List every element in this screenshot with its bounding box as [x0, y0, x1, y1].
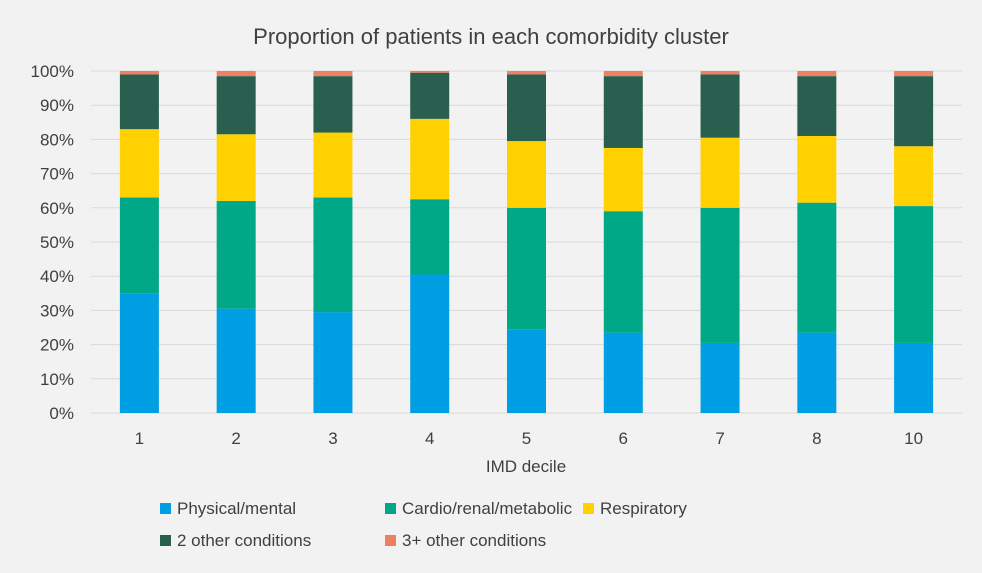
bar-segment	[700, 342, 740, 413]
bar-segment	[700, 71, 740, 75]
bar-segment	[410, 199, 450, 275]
bar-segment	[313, 71, 353, 77]
y-tick-label: 50%	[40, 233, 74, 252]
bar-segment	[313, 76, 353, 133]
legend-label: Cardio/renal/metabolic	[402, 499, 573, 518]
bar-segment	[894, 342, 934, 413]
bar-segment	[507, 74, 546, 142]
bar-segment	[410, 118, 450, 200]
legend-label: Respiratory	[600, 499, 687, 518]
bar-segment	[603, 211, 643, 333]
bar-segment	[119, 197, 159, 294]
bar-segment	[700, 137, 740, 208]
bar-segment	[894, 76, 934, 147]
x-tick-label: 4	[425, 429, 434, 448]
y-tick-label: 0%	[49, 404, 74, 423]
bar-segment	[603, 332, 643, 413]
bar-segment	[119, 74, 159, 130]
bar-segment	[797, 76, 837, 136]
bar-segment	[216, 76, 256, 135]
y-tick-label: 30%	[40, 301, 74, 320]
bar-segment	[507, 141, 546, 208]
bar-segment	[894, 206, 934, 343]
x-tick-label: 10	[904, 429, 923, 448]
bar-segment	[894, 146, 934, 207]
bar-segment	[216, 308, 256, 413]
bar-segment	[313, 312, 353, 413]
bar-segment	[797, 332, 837, 413]
x-tick-label: 1	[135, 429, 144, 448]
bar-segment	[700, 74, 740, 138]
bar-segment	[603, 71, 643, 77]
legend-swatch	[160, 535, 171, 546]
bar-segment	[603, 147, 643, 212]
bar-segment	[507, 71, 546, 75]
bar-segment	[410, 72, 450, 119]
bar-segment	[119, 129, 159, 198]
bar-segment	[216, 200, 256, 309]
bar-segment	[216, 71, 256, 77]
y-axis-ticks: 0% 10% 20% 30% 40% 50% 60% 70% 80% 90% 100%	[31, 62, 74, 423]
bar-segment	[797, 202, 837, 333]
bar-segment	[119, 71, 159, 75]
y-tick-label: 70%	[40, 165, 74, 184]
bar-segment	[410, 71, 450, 73]
legend-label: Physical/mental	[177, 499, 296, 518]
x-tick-label: 6	[619, 429, 628, 448]
legend-swatch	[385, 535, 396, 546]
x-axis-label: IMD decile	[486, 457, 566, 476]
bar-segment	[797, 71, 837, 77]
bar-segment	[410, 274, 450, 413]
y-tick-label: 80%	[40, 130, 74, 149]
legend-label: 2 other conditions	[177, 531, 311, 550]
bar-segment	[603, 76, 643, 148]
bar-segment	[507, 207, 546, 330]
bar-segment	[216, 134, 256, 201]
bar-segment	[894, 71, 934, 77]
legend-swatch	[385, 503, 396, 514]
x-axis-ticks: 1 2 3 4 5 6 7 8 10	[135, 429, 923, 448]
legend-swatch	[583, 503, 594, 514]
bar-segment	[507, 329, 546, 413]
bar-segment	[313, 132, 353, 198]
bars	[119, 71, 934, 413]
x-tick-label: 5	[522, 429, 531, 448]
bar-segment	[313, 197, 353, 313]
bar-segment	[119, 293, 159, 413]
y-tick-label: 100%	[31, 62, 74, 81]
y-tick-label: 20%	[40, 336, 74, 355]
x-tick-label: 8	[812, 429, 821, 448]
y-tick-label: 40%	[40, 267, 74, 286]
x-tick-label: 7	[715, 429, 724, 448]
y-tick-label: 10%	[40, 370, 74, 389]
chart-title: Proportion of patients in each comorbidi…	[253, 24, 729, 49]
x-tick-label: 3	[328, 429, 337, 448]
x-tick-label: 2	[231, 429, 240, 448]
legend-label: 3+ other conditions	[402, 531, 546, 550]
legend: Physical/mental Cardio/renal/metabolic Res…	[160, 499, 687, 550]
y-tick-label: 90%	[40, 96, 74, 115]
bar-segment	[797, 135, 837, 203]
legend-swatch	[160, 503, 171, 514]
bar-segment	[700, 207, 740, 343]
y-tick-label: 60%	[40, 199, 74, 218]
